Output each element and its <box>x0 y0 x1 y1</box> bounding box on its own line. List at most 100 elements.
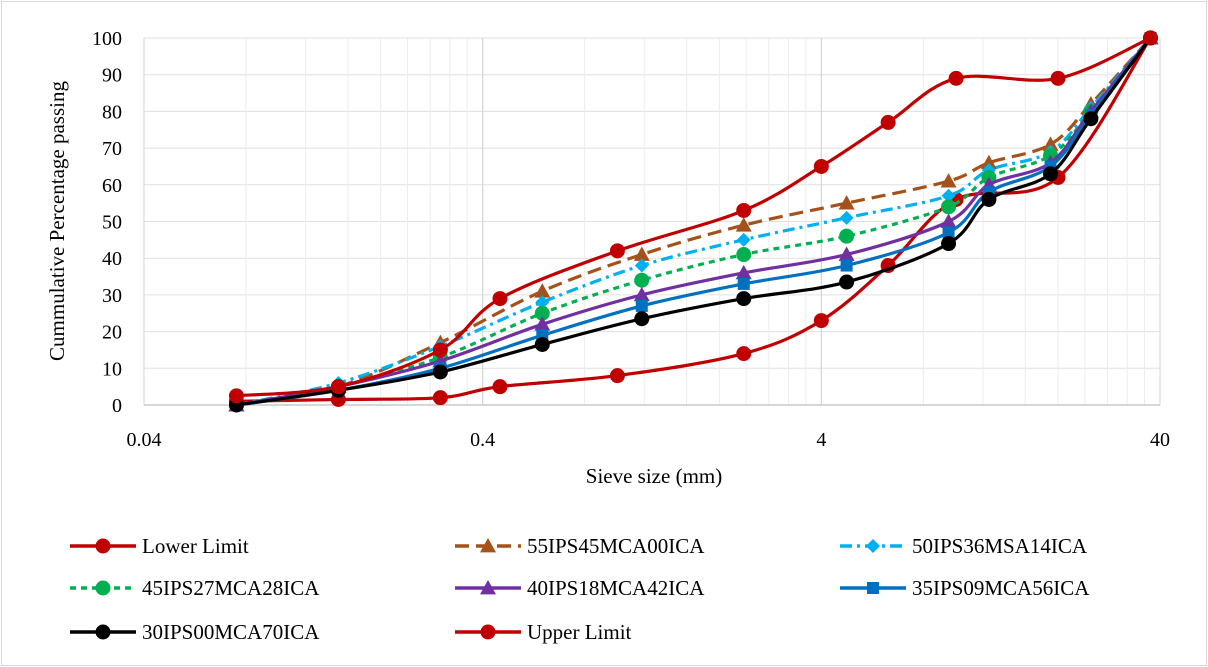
data-point <box>1083 111 1099 127</box>
data-point <box>432 390 448 406</box>
data-point <box>838 195 855 210</box>
data-point <box>633 286 650 302</box>
data-point <box>736 232 751 247</box>
y-tick-label: 100 <box>92 28 122 50</box>
legend-marker <box>480 580 496 595</box>
y-tick-label: 60 <box>102 175 122 197</box>
data-point <box>941 188 956 203</box>
series-2 <box>228 30 1159 412</box>
legend-label: Upper Limit <box>527 620 632 644</box>
data-point <box>432 342 448 358</box>
legend-marker <box>480 624 496 640</box>
legend-marker <box>867 582 879 594</box>
data-point <box>635 299 648 312</box>
data-point <box>1043 166 1059 182</box>
y-tick-label: 90 <box>102 65 122 87</box>
legend-item: 40IPS18MCA42ICA <box>455 576 705 600</box>
legend-label: Lower Limit <box>142 534 249 558</box>
y-tick-label: 0 <box>112 395 122 417</box>
data-point <box>940 213 957 228</box>
data-point <box>736 247 752 263</box>
data-point <box>942 226 955 239</box>
y-tick-label: 80 <box>102 101 122 123</box>
series-line <box>236 36 1152 407</box>
series-line <box>236 36 1152 398</box>
data-point <box>840 259 853 272</box>
legend-marker <box>95 624 111 640</box>
y-tick-labels: 0 10 20 30 40 50 60 70 80 90 100 <box>92 28 122 417</box>
series-1 <box>228 30 1159 409</box>
x-tick-label: 0.04 <box>127 429 162 451</box>
y-tick-label: 20 <box>102 322 122 344</box>
y-tick-label: 10 <box>102 358 122 380</box>
data-point <box>941 236 957 252</box>
legend-item: 50IPS36MSA14ICA <box>840 534 1088 558</box>
legend-item: 35IPS09MCA56ICA <box>840 576 1090 600</box>
legend-item: Lower Limit <box>70 534 249 558</box>
data-point <box>1042 136 1059 151</box>
grid-lines <box>143 37 1161 405</box>
data-point <box>735 264 752 280</box>
y-tick-label: 30 <box>102 285 122 307</box>
series-group <box>228 30 1159 413</box>
data-point <box>813 158 829 174</box>
data-point <box>813 313 829 329</box>
data-point <box>534 316 551 331</box>
legend-marker <box>95 538 111 554</box>
data-point <box>736 202 752 218</box>
y-axis-title: Cummulative Percentage passing <box>45 81 69 361</box>
data-point <box>330 379 346 395</box>
data-point <box>941 199 957 215</box>
series-8 <box>228 30 1159 404</box>
x-tick-label: 40 <box>1150 429 1170 451</box>
data-point <box>492 291 508 307</box>
legend: Lower Limit 55IPS45MCA00ICA 50IPS36MSA14IC… <box>70 534 1090 644</box>
data-point <box>534 283 551 298</box>
x-tick-label: 0.4 <box>470 429 495 451</box>
legend-marker <box>866 539 880 553</box>
data-point <box>838 246 855 261</box>
data-point <box>736 291 752 307</box>
data-point <box>736 346 752 362</box>
data-point <box>432 364 448 380</box>
data-point <box>1050 70 1066 86</box>
data-point <box>534 336 550 352</box>
data-point <box>839 274 855 290</box>
data-point <box>634 311 650 327</box>
series-line <box>236 37 1152 403</box>
legend-label: 35IPS09MCA56ICA <box>912 576 1090 600</box>
data-point <box>634 272 650 288</box>
series-line <box>236 36 1152 407</box>
data-point <box>534 305 550 321</box>
y-tick-label: 70 <box>102 138 122 160</box>
data-point <box>839 228 855 244</box>
x-tick-labels: 0.04 0.4 4 40 <box>127 429 1171 451</box>
legend-label: 40IPS18MCA42ICA <box>527 576 705 600</box>
series-5 <box>228 30 1159 412</box>
legend-marker <box>480 538 496 553</box>
x-axis-title: Sieve size (mm) <box>586 464 722 488</box>
x-tick-label: 4 <box>816 429 826 451</box>
data-point <box>980 154 997 170</box>
y-tick-label: 40 <box>102 248 122 270</box>
y-tick-label: 50 <box>102 212 122 234</box>
data-point <box>609 368 625 384</box>
legend-marker <box>95 580 111 596</box>
data-point <box>634 258 649 273</box>
data-point <box>880 114 896 130</box>
data-point <box>948 70 964 86</box>
legend-item: 55IPS45MCA00ICA <box>455 534 705 558</box>
data-point <box>228 388 244 404</box>
data-point <box>981 191 997 207</box>
data-point <box>535 295 550 310</box>
data-point <box>633 246 650 261</box>
legend-label: 50IPS36MSA14ICA <box>912 534 1088 558</box>
data-point <box>735 217 752 232</box>
series-7 <box>228 30 1159 413</box>
data-point <box>492 379 508 395</box>
legend-item: Upper Limit <box>455 620 632 644</box>
legend-label: 30IPS00MCA70ICA <box>142 620 320 644</box>
data-point <box>737 277 750 290</box>
legend-item: 45IPS27MCA28ICA <box>70 576 320 600</box>
